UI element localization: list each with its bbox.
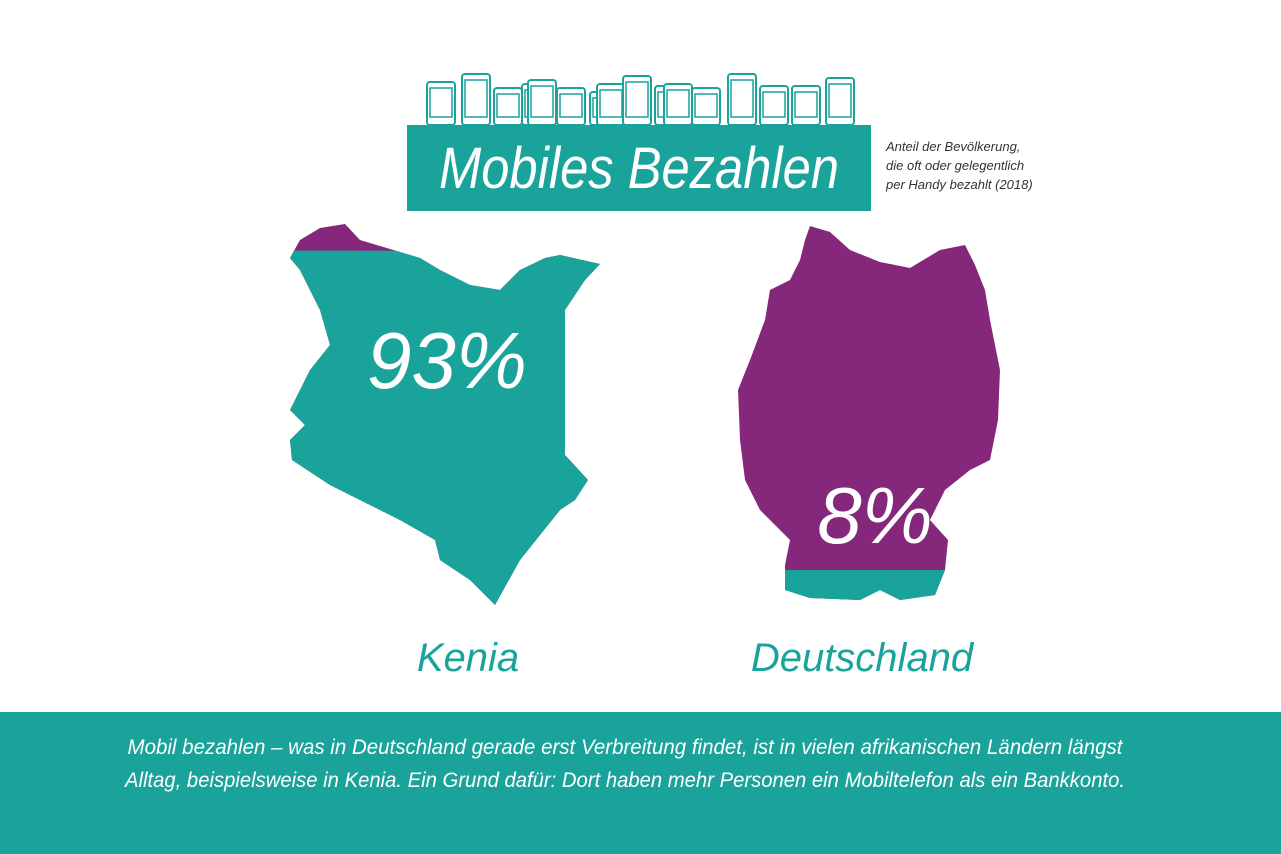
phone-screen (464, 79, 488, 118)
phone-screen (530, 85, 554, 118)
subtitle: per Handy bezahlt (2018) (885, 177, 1033, 192)
country-shape (290, 224, 600, 605)
phone-screen (794, 91, 818, 118)
phone-screen (429, 87, 453, 118)
share-fill (738, 570, 1000, 600)
phone-screen (666, 89, 690, 118)
footer-band (0, 712, 1281, 854)
title-box (407, 125, 871, 211)
phone-screen (496, 93, 520, 118)
country-label: Kenia (417, 636, 519, 680)
value-label: 8% (817, 471, 933, 560)
phone-screen (762, 91, 786, 118)
chart-title: Mobiles Bezahlen (439, 136, 839, 201)
phone-screen (828, 83, 852, 118)
phone-icon (825, 77, 855, 126)
phone-screen (559, 93, 583, 118)
subtitle: die oft oder gelegentlich (886, 158, 1024, 173)
footer-note: Mobil bezahlen – was in Deutschland gera… (128, 736, 1124, 759)
phone-icons (426, 73, 855, 126)
share-fill (290, 250, 600, 605)
value-label: 93% (367, 316, 527, 405)
country-label: Deutschland (751, 636, 975, 680)
phone-screen (730, 79, 754, 118)
phone-screen (694, 93, 718, 118)
subtitle: Anteil der Bevölkerung, (885, 139, 1020, 154)
phone-screen (625, 81, 649, 118)
footer-note: Alltag, beispielsweise in Kenia. Ein Gru… (123, 769, 1125, 792)
